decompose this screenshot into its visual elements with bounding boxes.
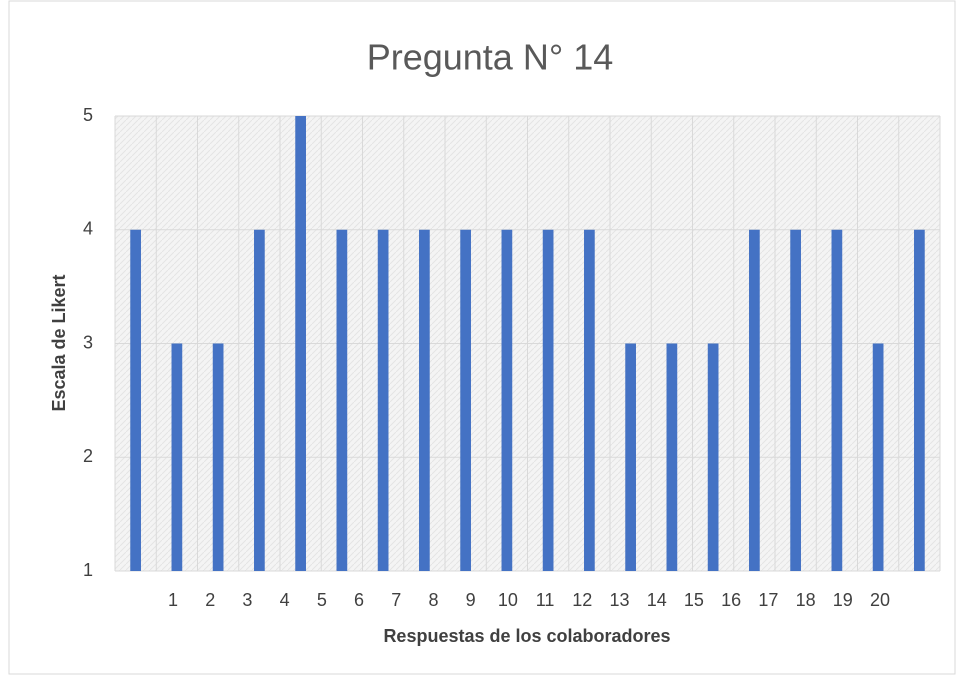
x-tick-label: 17 [758,590,778,610]
bar [542,229,554,571]
y-tick-label: 3 [83,332,93,352]
bar [914,229,925,571]
bar [625,343,636,571]
y-tick-label: 4 [83,219,93,239]
x-tick-label: 7 [391,590,401,610]
bar [460,229,471,571]
bar [707,343,719,571]
x-tick-label: 16 [721,590,741,610]
bar [666,343,678,571]
x-tick-label: 14 [647,590,667,610]
x-tick-label: 18 [796,590,816,610]
x-tick-label: 9 [466,590,476,610]
bar [130,229,141,571]
bar [377,229,389,571]
x-tick-label: 15 [684,590,704,610]
x-tick-label: 1 [168,590,178,610]
bar [501,229,513,571]
bar [212,343,224,571]
x-tick-label: 3 [242,590,252,610]
x-tick-label: 8 [428,590,438,610]
bar [584,229,595,571]
bar [171,343,183,571]
x-tick-label: 4 [280,590,290,610]
y-tick-label: 5 [83,105,93,125]
y-tick-label: 1 [83,560,93,580]
x-tick-label: 12 [572,590,592,610]
x-tick-label: 11 [536,590,555,610]
bar [336,229,348,571]
y-axis-label: Escala de Likert [49,274,69,411]
bar [419,229,430,571]
x-tick-label: 13 [610,590,630,610]
x-tick-label: 6 [354,590,364,610]
bar [872,343,884,571]
chart-title: Pregunta N° 14 [367,37,614,78]
x-tick-label: 10 [498,590,518,610]
bar [749,229,760,571]
y-tick-label: 2 [83,446,93,466]
x-axis-label: Respuestas de los colaboradores [383,626,670,646]
x-tick-label: 20 [870,590,890,610]
x-tick-label: 5 [317,590,327,610]
bar [831,229,843,571]
x-tick-label: 19 [833,590,853,610]
bar [295,116,306,571]
bar [790,229,801,571]
bar [254,229,265,571]
x-tick-label: 2 [205,590,215,610]
